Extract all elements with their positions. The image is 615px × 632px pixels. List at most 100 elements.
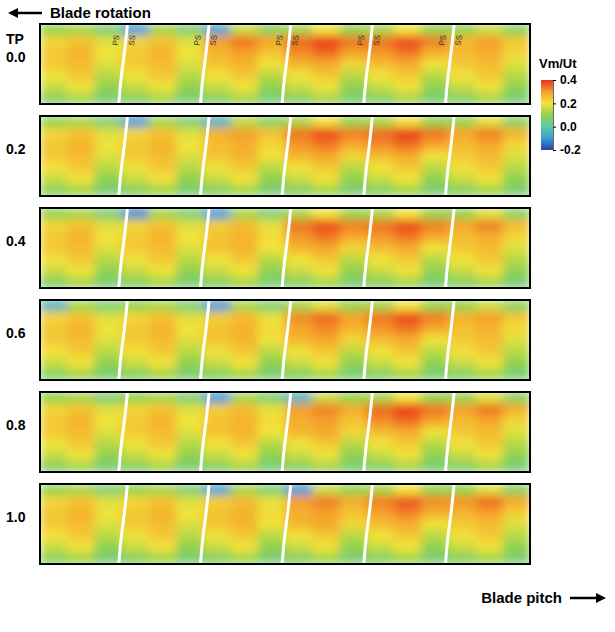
cell <box>421 70 449 82</box>
cell <box>122 369 150 380</box>
panel-frame <box>40 116 530 196</box>
cell <box>394 415 422 427</box>
blade-label: PS <box>356 34 367 46</box>
cell <box>149 265 177 277</box>
cell <box>40 518 68 530</box>
cell <box>448 277 476 288</box>
cell <box>40 173 68 185</box>
blade-label: PS <box>437 34 448 46</box>
cell <box>94 162 122 174</box>
cell <box>149 254 177 266</box>
cell <box>149 495 177 507</box>
cell <box>503 461 530 472</box>
cell <box>258 426 286 438</box>
cell <box>203 70 231 82</box>
cell <box>394 277 422 288</box>
cell <box>203 438 231 450</box>
cell <box>40 392 68 404</box>
cell <box>448 369 476 380</box>
cell <box>367 173 395 185</box>
cell <box>476 346 504 358</box>
cell <box>476 162 504 174</box>
cell <box>258 47 286 59</box>
cell <box>40 127 68 139</box>
cell <box>203 553 231 564</box>
blade-label: SS <box>290 34 301 46</box>
cell <box>312 173 340 185</box>
cell <box>421 81 449 93</box>
blade <box>282 116 291 196</box>
cell <box>67 553 95 564</box>
cell <box>503 541 530 553</box>
cell <box>231 277 259 288</box>
cell <box>503 58 530 70</box>
cell <box>149 116 177 128</box>
cell <box>503 277 530 288</box>
cell <box>394 116 422 128</box>
cell <box>476 300 504 312</box>
cell <box>312 242 340 254</box>
cell <box>149 346 177 358</box>
cell <box>40 415 68 427</box>
cell <box>394 518 422 530</box>
cell <box>40 369 68 380</box>
panel-frame <box>40 24 530 104</box>
cell <box>339 219 367 231</box>
cell <box>122 346 150 358</box>
cell <box>231 300 259 312</box>
cell <box>94 392 122 404</box>
cell <box>339 403 367 415</box>
cell <box>476 231 504 243</box>
cell <box>285 346 313 358</box>
cell <box>231 208 259 220</box>
cell <box>67 484 95 496</box>
cell <box>94 231 122 243</box>
cell <box>476 35 504 47</box>
cell <box>40 346 68 358</box>
blade <box>119 208 128 288</box>
cell <box>94 449 122 461</box>
cell <box>421 300 449 312</box>
cell <box>367 461 395 472</box>
cell <box>176 242 204 254</box>
cell <box>312 219 340 231</box>
cell <box>40 24 68 36</box>
cell <box>40 231 68 243</box>
cell <box>312 277 340 288</box>
cell <box>285 541 313 553</box>
cell <box>312 254 340 266</box>
cell <box>258 162 286 174</box>
cell <box>421 484 449 496</box>
rotation-arrow-head <box>8 8 18 18</box>
cell <box>476 530 504 542</box>
cell <box>367 93 395 104</box>
cell <box>421 518 449 530</box>
cell <box>503 185 530 196</box>
blade <box>200 208 209 288</box>
cell <box>149 231 177 243</box>
cell <box>258 219 286 231</box>
cell <box>67 438 95 450</box>
cell <box>339 81 367 93</box>
cell <box>122 426 150 438</box>
cell <box>476 438 504 450</box>
cell <box>94 139 122 151</box>
cell <box>122 277 150 288</box>
cell <box>394 265 422 277</box>
cell <box>94 81 122 93</box>
panel-plot <box>40 392 530 472</box>
cell <box>67 93 95 104</box>
cell <box>503 93 530 104</box>
cell <box>394 553 422 564</box>
cell <box>176 150 204 162</box>
cell <box>176 392 204 404</box>
cell <box>94 127 122 139</box>
cell <box>503 242 530 254</box>
cell <box>149 162 177 174</box>
cell <box>67 518 95 530</box>
cell <box>94 219 122 231</box>
cell <box>67 346 95 358</box>
cell <box>339 415 367 427</box>
cell <box>203 518 231 530</box>
cell <box>421 208 449 220</box>
